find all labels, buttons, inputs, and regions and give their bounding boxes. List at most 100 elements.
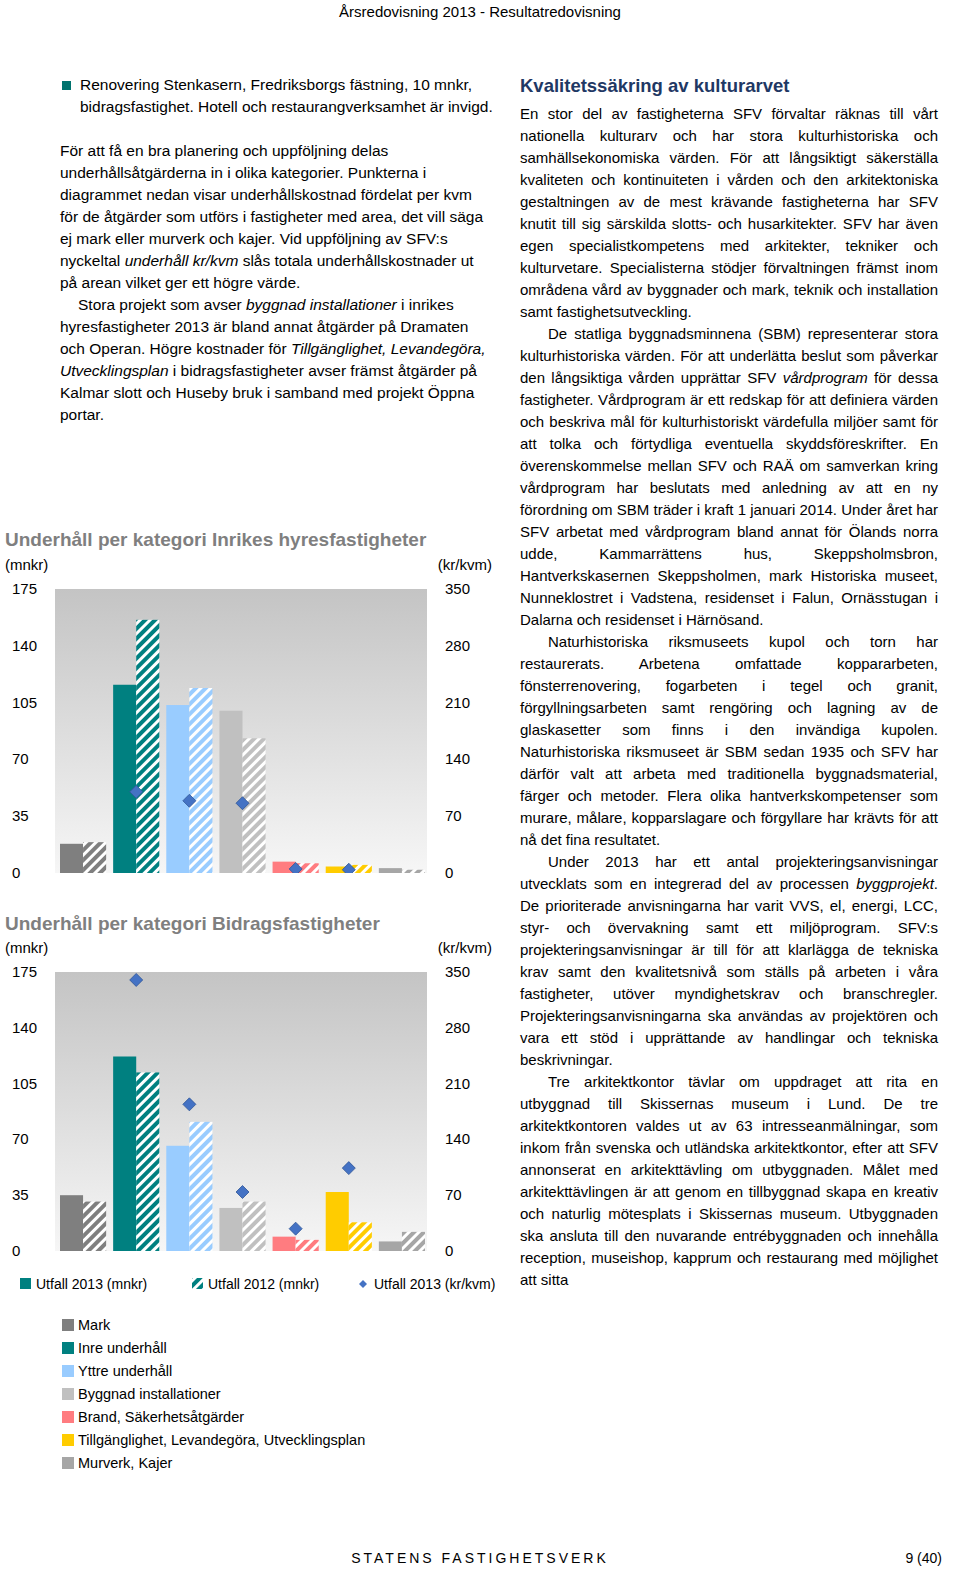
- chart: Underhåll per kategori Bidragsfastighete…: [5, 913, 495, 1471]
- legend-swatch: [359, 1280, 367, 1288]
- y-tick-label: 70: [12, 750, 29, 767]
- bar: [219, 711, 242, 873]
- y2-tick-label: 0: [445, 864, 453, 881]
- y-tick-label: 105: [12, 694, 37, 711]
- bar: [166, 1146, 189, 1251]
- bar: [113, 685, 136, 873]
- legend-label: Utfall 2013 (kr/kvm): [374, 1276, 495, 1292]
- legend-label: Utfall 2013 (mnkr): [36, 1276, 147, 1292]
- category-label: Byggnad installationer: [78, 1386, 221, 1402]
- y-tick-label: 140: [12, 1019, 37, 1036]
- bar: [379, 1241, 402, 1251]
- bar: [219, 1208, 242, 1251]
- y-axis-label: (mnkr): [5, 556, 48, 573]
- bullet-marker: [62, 81, 71, 90]
- diamond-marker: [236, 1186, 249, 1199]
- y2-tick-label: 210: [445, 694, 470, 711]
- category-label: Inre underhåll: [78, 1340, 167, 1356]
- y2-tick-label: 210: [445, 1075, 470, 1092]
- left-column: Renovering Stenkasern, Fredriksborgs fäs…: [60, 74, 494, 426]
- text-segment: byggnad installationer: [246, 296, 397, 313]
- footer-page: 9 (40): [905, 1550, 942, 1566]
- text-segment: underhåll kr/kvm: [125, 252, 239, 269]
- bar: [83, 1202, 106, 1251]
- y2-axis-label: (kr/kvm): [438, 939, 492, 956]
- y2-tick-label: 70: [445, 807, 462, 824]
- y2-tick-label: 350: [445, 963, 470, 980]
- text-segment: byggprojekt: [856, 875, 934, 892]
- section-title: Kvalitetssäkring av kulturarvet: [520, 74, 938, 98]
- diamond-marker: [130, 785, 143, 798]
- category-swatch: [62, 1365, 74, 1377]
- y-tick-label: 35: [12, 1186, 29, 1203]
- bar: [273, 1237, 296, 1251]
- y2-tick-label: 280: [445, 1019, 470, 1036]
- category-swatch: [62, 1411, 74, 1423]
- bar: [243, 1202, 266, 1251]
- diamond-marker: [289, 1222, 302, 1235]
- y2-tick-label: 0: [445, 1242, 453, 1259]
- text-segment: vårdprogram: [783, 369, 868, 386]
- category-swatch: [62, 1319, 74, 1331]
- paragraph: För att få en bra planering och uppföljn…: [60, 140, 494, 294]
- page-header: Årsredovisning 2013 - Resultatredovisnin…: [0, 3, 960, 20]
- bar: [402, 870, 425, 873]
- diamond-marker: [130, 973, 143, 986]
- charts-svg: Underhåll per kategori Inrikes hyresfast…: [0, 0, 960, 1595]
- bar: [349, 1222, 372, 1251]
- diamond-marker: [236, 797, 249, 810]
- category-swatch: [62, 1434, 74, 1446]
- plot-marks: [60, 620, 425, 873]
- y2-tick-label: 140: [445, 750, 470, 767]
- legend-swatch: [192, 1278, 203, 1289]
- y-tick-label: 0: [12, 864, 20, 881]
- text-segment: Stora projekt som avser: [78, 296, 246, 313]
- text-segment: för dessa fastigheter. Vårdprogram är et…: [520, 369, 938, 628]
- paragraph: Tre arkitektkontor tävlar om uppdraget a…: [520, 1071, 938, 1291]
- y-tick-label: 175: [12, 580, 37, 597]
- y2-axis-label: (kr/kvm): [438, 556, 492, 573]
- bar: [60, 844, 83, 873]
- bar: [60, 1195, 83, 1251]
- diamond-marker: [183, 1098, 196, 1111]
- diamond-marker: [342, 1162, 355, 1175]
- bar: [296, 1240, 319, 1251]
- bar: [402, 1232, 425, 1251]
- bar: [113, 1056, 136, 1251]
- category-label: Yttre underhåll: [78, 1363, 172, 1379]
- legend-label: Utfall 2012 (mnkr): [208, 1276, 319, 1292]
- y-tick-label: 0: [12, 1242, 20, 1259]
- bar: [83, 842, 106, 873]
- bar: [189, 1122, 212, 1251]
- text-segment: För att få en bra planering och uppföljn…: [60, 142, 483, 269]
- text-segment: Tre arkitektkontor tävlar om uppdraget a…: [520, 1073, 938, 1288]
- category-swatch: [62, 1388, 74, 1400]
- text-segment: Naturhistoriska riksmuseets kupol och to…: [520, 633, 938, 848]
- paragraph: Stora projekt som avser byggnad installa…: [60, 294, 494, 426]
- paragraph: De statliga byggnadsminnena (SBM) repres…: [520, 323, 938, 631]
- text-segment: En stor del av fastigheterna SFV förvalt…: [520, 105, 938, 320]
- category-label: Tillgänglighet, Levandegöra, Utvecklings…: [78, 1432, 365, 1448]
- bar: [136, 1072, 159, 1251]
- bullet-text: Renovering Stenkasern, Fredriksborgs fäs…: [80, 76, 493, 115]
- right-column: Kvalitetssäkring av kulturarvet En stor d…: [520, 74, 938, 1291]
- bar: [136, 620, 159, 873]
- text-segment: . De prioriterade anvisningarna har vari…: [520, 875, 938, 1068]
- bullet-item: Renovering Stenkasern, Fredriksborgs fäs…: [60, 74, 494, 118]
- chart: Underhåll per kategori Inrikes hyresfast…: [5, 529, 492, 881]
- category-label: Brand, Säkerhetsåtgärder: [78, 1409, 244, 1425]
- bar: [166, 705, 189, 873]
- diamond-marker: [342, 863, 355, 873]
- plot-marks: [60, 973, 425, 1251]
- bar: [189, 688, 212, 873]
- y2-tick-label: 70: [445, 1186, 462, 1203]
- y-tick-label: 105: [12, 1075, 37, 1092]
- y-tick-label: 35: [12, 807, 29, 824]
- y-axis-label: (mnkr): [5, 939, 48, 956]
- category-swatch: [62, 1342, 74, 1354]
- y2-tick-label: 280: [445, 637, 470, 654]
- diamond-marker: [289, 862, 302, 873]
- bar: [326, 1192, 349, 1251]
- y-tick-label: 175: [12, 963, 37, 980]
- legend-swatch: [20, 1278, 31, 1289]
